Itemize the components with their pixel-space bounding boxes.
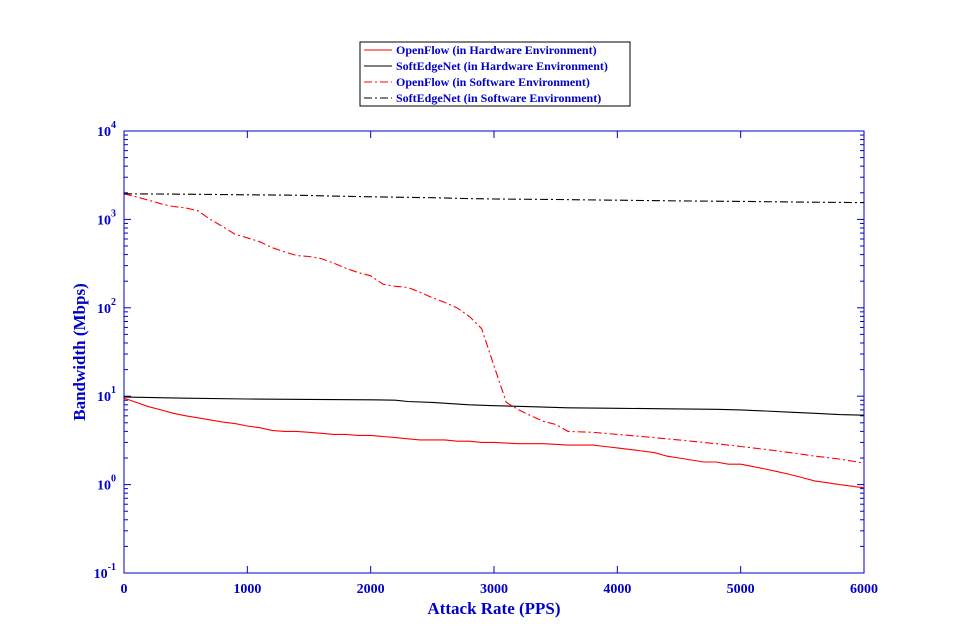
- legend-entry-2: SoftEdgeNet (in Hardware Environment): [396, 59, 608, 73]
- x-tick-label: 4000: [603, 582, 631, 597]
- series-line-1: [123, 397, 865, 489]
- y-axis-ticks: 10-1 100 101 102 103 104: [94, 120, 864, 582]
- legend-box: [359, 41, 631, 107]
- x-tick-label: 3000: [480, 582, 508, 597]
- y-tick-label: 101: [97, 385, 116, 405]
- x-axis-label: Attack Rate (PPS): [427, 599, 560, 618]
- plot-area: [123, 130, 865, 574]
- series-lines: [123, 193, 865, 489]
- y-tick-label: 102: [97, 297, 116, 317]
- legend: OpenFlow (in Hardware Environment) SoftEd…: [359, 41, 631, 107]
- x-tick-label: 1000: [233, 582, 261, 597]
- y-tick-label: 104: [97, 120, 116, 140]
- x-tick-label: 0: [121, 582, 128, 597]
- legend-entry-3: OpenFlow (in Software Environment): [396, 75, 590, 89]
- y-tick-label: 103: [97, 208, 116, 228]
- series-line-4: [123, 193, 865, 204]
- legend-entry-1: OpenFlow (in Hardware Environment): [396, 43, 597, 57]
- y-tick-label: 10-1: [94, 562, 116, 582]
- x-tick-label: 2000: [357, 582, 385, 597]
- x-tick-label: 6000: [850, 582, 878, 597]
- x-tick-label: 5000: [727, 582, 755, 597]
- x-axis-ticks: 0 1000 2000 3000 4000 5000 6000: [121, 131, 878, 597]
- y-tick-label: 100: [97, 474, 116, 494]
- series-line-2: [123, 396, 865, 416]
- legend-entry-4: SoftEdgeNet (in Software Environment): [396, 91, 601, 105]
- y-axis-label: Bandwidth (Mbps): [70, 283, 89, 420]
- series-line-3: [123, 193, 865, 464]
